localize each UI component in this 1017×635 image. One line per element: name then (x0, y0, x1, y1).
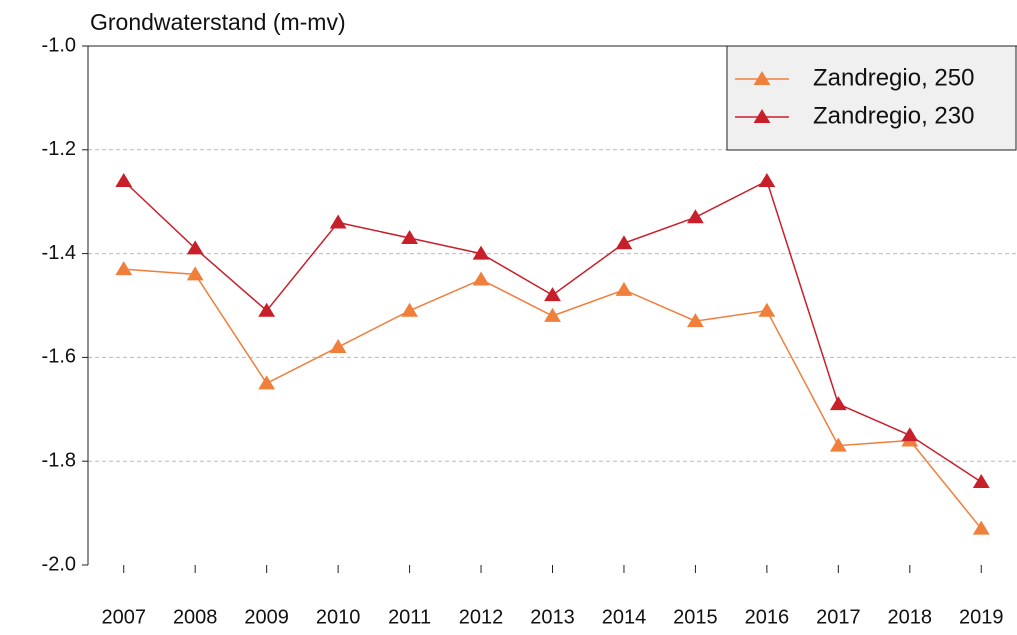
marker (615, 235, 633, 250)
y-tick-label: -2.0 (42, 553, 76, 575)
series-line (123, 179, 982, 483)
marker (901, 427, 919, 442)
marker (758, 302, 776, 317)
marker (115, 261, 133, 276)
marker (329, 339, 347, 354)
x-tick-label: 2009 (244, 606, 289, 628)
marker (615, 281, 633, 296)
marker (544, 307, 561, 322)
marker (258, 375, 276, 390)
x-tick-label: 2008 (173, 606, 218, 628)
marker (829, 437, 847, 452)
x-tick-label: 2014 (602, 606, 647, 628)
y-tick-label: -1.8 (42, 449, 76, 471)
x-tick-label: 2010 (316, 606, 361, 628)
marker (758, 172, 776, 187)
marker (115, 172, 133, 187)
marker (401, 230, 418, 245)
marker (972, 473, 990, 488)
x-tick-label: 2019 (959, 606, 1004, 628)
x-tick-label: 2018 (888, 606, 933, 628)
chart-title: Grondwaterstand (m-mv) (90, 9, 346, 35)
legend-marker (753, 71, 771, 85)
legend-box (726, 45, 1017, 151)
marker (258, 302, 276, 317)
x-tick-label: 2011 (388, 606, 431, 628)
x-tick-label: 2007 (101, 606, 146, 628)
x-tick-label: 2013 (530, 606, 575, 628)
marker (186, 266, 204, 281)
y-tick-label: -1.4 (42, 242, 76, 264)
y-tick-label: -1.6 (42, 346, 76, 368)
marker (829, 396, 847, 411)
legend-label: Zandregio, 230 (813, 102, 974, 129)
marker (329, 214, 347, 229)
marker (687, 209, 704, 224)
x-tick-label: 2017 (816, 606, 861, 628)
legend-marker (753, 109, 771, 123)
x-tick-label: 2012 (459, 606, 504, 628)
marker (186, 240, 204, 255)
x-tick-label: 2016 (745, 606, 790, 628)
marker (472, 271, 490, 286)
marker (472, 245, 490, 260)
marker (401, 302, 418, 317)
x-tick-label: 2015 (673, 606, 718, 628)
y-tick-label: -1.2 (42, 138, 76, 160)
legend-label: Zandregio, 250 (813, 64, 974, 91)
marker (972, 520, 990, 535)
marker (544, 287, 561, 302)
marker (687, 313, 704, 328)
y-tick-label: -1.0 (42, 34, 76, 56)
